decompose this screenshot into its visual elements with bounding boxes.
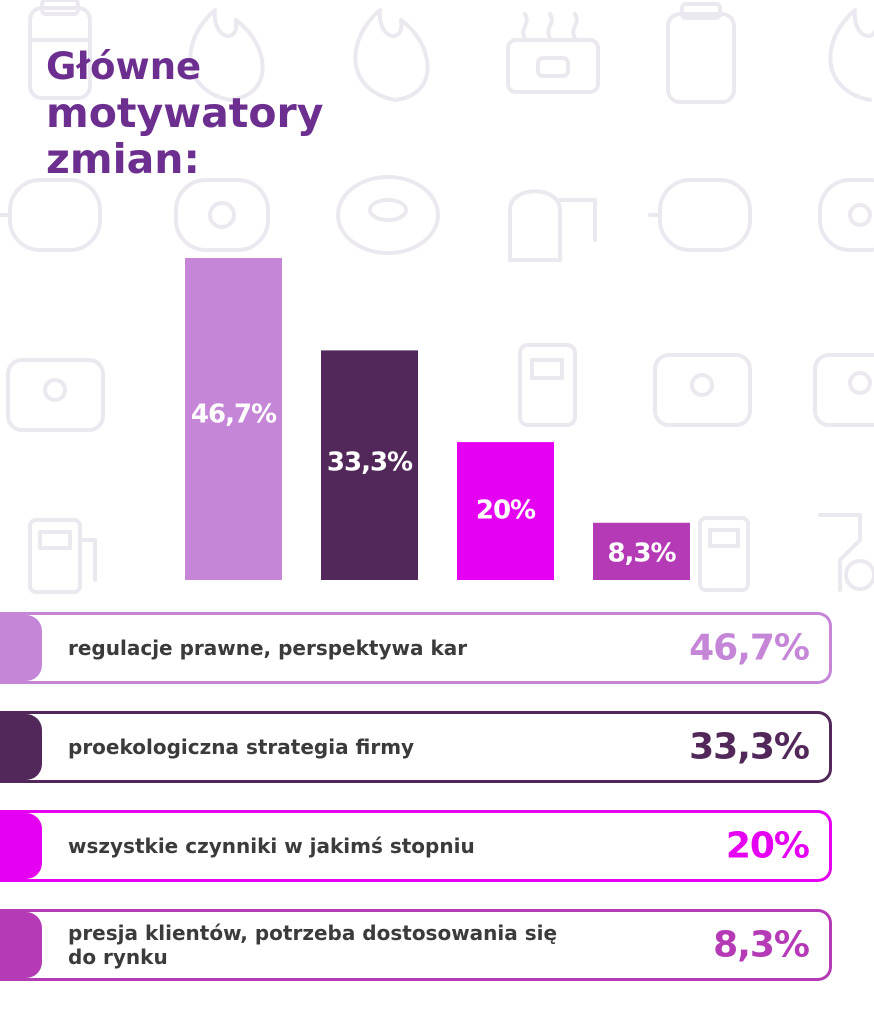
tank-icon	[0, 178, 102, 252]
flame-icon	[353, 8, 430, 102]
bar-value-label-1: 46,7%	[191, 400, 277, 430]
boiler-icon	[506, 12, 600, 94]
bar-value-label-4: 8,3%	[607, 538, 676, 568]
fuel-pump-icon	[28, 518, 97, 594]
tank-icon	[508, 189, 597, 262]
car-icon	[653, 353, 752, 427]
fuel-pump-icon	[518, 343, 577, 427]
legend-label: wszystkie czynniki w jakimś stopniu	[68, 834, 475, 858]
legend-row-1: regulacje prawne, perspektywa kar 46,7%	[0, 612, 832, 684]
tank-icon	[336, 175, 440, 255]
car-icon	[6, 358, 105, 432]
page-title: Główne motywatory zmian:	[46, 44, 323, 182]
legend-value: 46,7%	[689, 627, 810, 669]
bar-value-label-3: 20%	[476, 495, 536, 525]
legend-row-3: wszystkie czynniki w jakimś stopniu 20%	[0, 810, 832, 882]
legend-value: 33,3%	[689, 726, 810, 768]
title-line-3: zmian:	[46, 135, 200, 183]
legend-swatch	[0, 813, 42, 879]
car-icon	[813, 353, 874, 427]
title-line-1: Główne	[46, 45, 202, 88]
legend-swatch	[0, 912, 42, 978]
gas-cylinder-icon	[28, 0, 92, 100]
legend-row-4: presja klientów, potrzeba dostosowania s…	[0, 909, 832, 981]
legend-label: regulacje prawne, perspektywa kar	[68, 636, 468, 660]
tank-icon	[174, 178, 270, 252]
legend-swatch	[0, 714, 42, 780]
legend-swatch	[0, 615, 42, 681]
bar-value-label-2: 33,3%	[327, 448, 413, 478]
tank-icon	[818, 178, 874, 252]
legend-row-2: proekologiczna strategia firmy 33,3%	[0, 711, 832, 783]
bar-3	[457, 442, 554, 580]
fuel-pump-icon	[698, 516, 750, 592]
legend-value: 20%	[725, 825, 810, 867]
bar-2	[321, 350, 418, 580]
gas-cylinder-icon	[666, 2, 736, 104]
fuel-pump-icon	[818, 513, 874, 592]
bar-4	[593, 522, 690, 580]
legend-value: 8,3%	[713, 924, 810, 966]
bar-1	[185, 258, 282, 580]
flame-icon	[828, 8, 874, 102]
legend-label: proekologiczna strategia firmy	[68, 735, 415, 759]
flame-icon	[188, 8, 265, 102]
tank-icon	[648, 178, 752, 252]
legend-label: presja klientów, potrzeba dostosowania s…	[68, 921, 558, 969]
title-line-2: motywatory	[46, 89, 324, 137]
bar-chart: 46,7% 33,3% 20% 8,3%	[185, 258, 690, 580]
